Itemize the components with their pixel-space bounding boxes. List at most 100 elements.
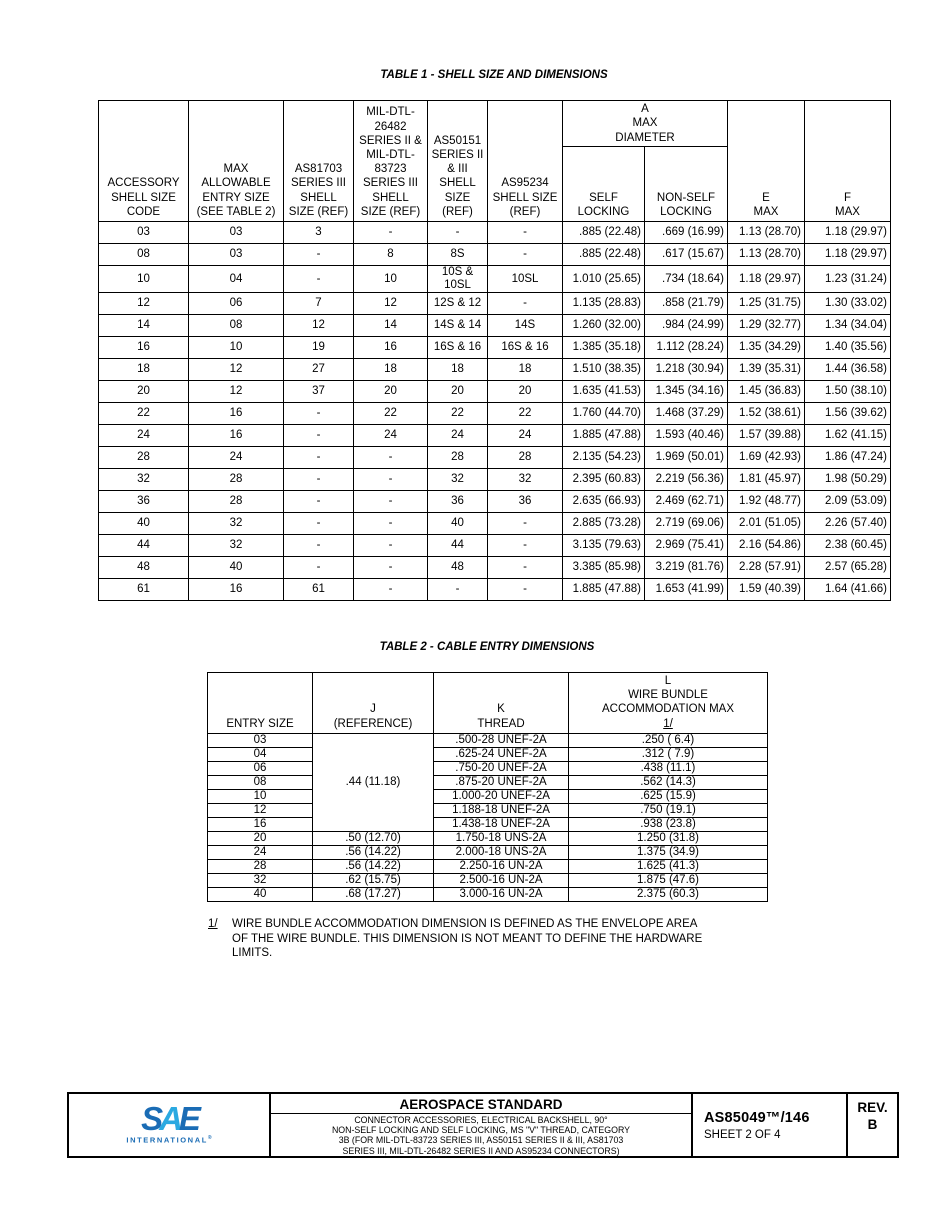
table-row: 28 24- -28 28 2.135 (54.23) 1.969 (50.01) 1.69… [98,446,892,469]
table-cell: 1.18 (29.97) [804,243,892,266]
table-cell: 36 [487,490,563,513]
table-cell: 12 [207,802,313,818]
table-cell: 8S [427,243,488,266]
table-cell: .312 ( 7.9) [568,746,768,762]
table-cell: .625-24 UNEF-2A [433,746,569,762]
table-row: 04 .625-24 UNEF-2A .312 ( 7.9) [207,746,768,762]
table-cell: - [427,578,488,601]
table-row: 12 1.188-18 UNEF-2A .750 (19.1) [207,802,768,818]
table-cell: .858 (21.79) [643,292,729,315]
table-cell: 10 [188,336,284,359]
table-cell: - [487,556,563,579]
table-row: 20.50 (12.70) 1.750-18 UNS-2A 1.250 (31.8) [207,830,768,846]
table-cell: 18 [98,358,189,381]
table-cell: 20 [353,380,428,403]
table-cell: 2.969 (75.41) [643,534,729,557]
table-cell: 1.345 (34.16) [643,380,729,403]
table-cell: .50 (12.70) [312,830,434,846]
table-cell: 1.59 (40.39) [727,578,806,601]
table-cell: - [283,446,354,469]
table-cell: 1.13 (28.70) [727,221,806,244]
table-cell: 1.375 (34.9) [568,844,768,860]
table-cell: 1.625 (41.3) [568,858,768,874]
table-row: 22 16-22 22 22 1.760 (44.70) 1.468 (37.29) 1.5… [98,402,892,425]
table-cell: 03 [188,243,284,266]
table-cell: - [283,402,354,425]
table-cell: 1.98 (50.29) [804,468,892,491]
table-cell: 44 [98,534,189,557]
table-cell: 3.385 (85.98) [562,556,645,579]
header-l-text: L WIRE BUNDLE ACCOMMODATION MAX [601,675,735,716]
table1: ACCESSORY SHELL SIZE CODE MAX ALLOWABLE … [98,100,892,601]
table-row: 36 28- -36 36 2.635 (66.93) 2.469 (62.71) 1.92… [98,490,892,513]
table2-body: 03.44 (11.18) .500-28 UNEF-2A .250 ( 6.4) 0… [207,732,768,902]
table-cell: .438 (11.1) [568,760,768,776]
sae-logo: SAE INTERNATIONAL® [126,1102,211,1145]
table-cell: 19 [283,336,354,359]
table-cell: .885 (22.48) [562,221,645,244]
table-cell: - [283,556,354,579]
table-cell: 1.010 (25.65) [562,265,645,293]
table1-container: ACCESSORY SHELL SIZE CODE MAX ALLOWABLE … [98,100,892,601]
table-cell: 24 [353,424,428,447]
table-cell: 61 [283,578,354,601]
table-cell: 20 [487,380,563,403]
table-cell: 2.09 (53.09) [804,490,892,513]
table-cell: 2.38 (60.45) [804,534,892,557]
table-cell: 03 [98,221,189,244]
header-entry-size: ENTRY SIZE [207,672,313,734]
table-cell: 1.56 (39.62) [804,402,892,425]
table-cell: 3.219 (81.76) [643,556,729,579]
table2-title: TABLE 2 - CABLE ENTRY DIMENSIONS [379,641,595,653]
table-cell: 24 [487,424,563,447]
table-cell: 1.29 (32.77) [727,314,806,337]
table-row: 12 06 7 12 12S & 12-1.135 (28.83) .858 (21.79… [98,292,892,315]
table-cell: 14S [487,314,563,337]
table-cell: - [283,243,354,266]
table-cell: 2.219 (56.36) [643,468,729,491]
table-cell: 22 [353,402,428,425]
table-cell: - [353,512,428,535]
footer-document-type: AEROSPACE STANDARD [271,1094,691,1114]
table1-header-row-2: SELF LOCKING NON-SELF LOCKING [99,146,891,222]
header-k-thread: K THREAD [433,672,569,734]
table-cell: 32 [427,468,488,491]
table-cell: 06 [188,292,284,315]
table-cell: - [487,534,563,557]
table-cell: 1.25 (31.75) [727,292,806,315]
table-cell: 24 [188,446,284,469]
table-cell: 18 [487,358,563,381]
table-cell: .44 (11.18) [312,732,434,832]
table-cell: 10S & 10SL [427,265,488,293]
table-cell: 1.885 (47.88) [562,578,645,601]
table-cell: - [487,292,563,315]
table-cell: - [353,534,428,557]
table-cell: 32 [188,534,284,557]
table-row: 10 04-10 10S & 10SL 10SL 1.010 (25.65) .734 (… [98,265,892,293]
header-f-max: F MAX [804,100,892,222]
table-cell: 14S & 14 [427,314,488,337]
sheet-number: SHEET 2 OF 4 [704,1128,781,1141]
sae-logo-letter-e: E [178,1100,201,1138]
table-cell: 1.653 (41.99) [643,578,729,601]
table-cell: 2.57 (65.28) [804,556,892,579]
table-cell: 18 [353,358,428,381]
table-row: 24 16-24 24 24 1.885 (47.88) 1.593 (40.46) 1.5… [98,424,892,447]
table-row: 18 12 27 18 18 18 1.510 (38.35) 1.218 (30.94) 1.… [98,358,892,381]
table-cell: - [283,424,354,447]
table1-header-row-1: ACCESSORY SHELL SIZE CODE MAX ALLOWABLE … [98,100,892,222]
footnote-text: WIRE BUNDLE ACCOMMODATION DIMENSION IS D… [232,918,703,959]
header-max-allowable-entry-size: MAX ALLOWABLE ENTRY SIZE (SEE TABLE 2) [188,100,284,222]
document-number: AS85049™/146 [704,1109,810,1126]
table-cell: .625 (15.9) [568,788,768,804]
footer-logo-cell: SAE INTERNATIONAL® [69,1094,271,1156]
footer-title-block: SAE INTERNATIONAL® AEROSPACE STANDARD CO… [67,1092,899,1158]
table-cell: - [283,490,354,513]
table-cell: 1.44 (36.58) [804,358,892,381]
table-cell: 28 [427,446,488,469]
revision-value: B [867,1117,878,1132]
header-e-max: E MAX [727,100,806,222]
table-row: 16 10 19 16 16S & 16 16S & 16 1.385 (35.18) 1.1… [98,336,892,359]
table-cell: 48 [98,556,189,579]
